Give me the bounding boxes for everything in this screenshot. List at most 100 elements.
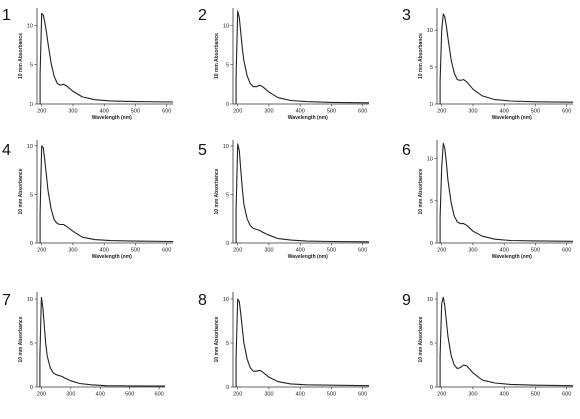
y-tick-label: 10 xyxy=(223,297,229,303)
panel-number: 1 xyxy=(2,7,11,24)
y-tick-label: 0 xyxy=(30,102,33,108)
x-tick-label: 500 xyxy=(327,248,336,254)
x-tick-label: 400 xyxy=(296,109,305,115)
x-tick-label: 300 xyxy=(264,109,273,115)
y-tick-label: 5 xyxy=(226,192,229,198)
y-tick-label: 5 xyxy=(430,199,433,205)
x-tick-label: 600 xyxy=(562,109,571,115)
x-tick-label: 400 xyxy=(500,248,509,254)
x-tick-label: 600 xyxy=(562,248,571,254)
y-axis-title: 10 mm Absorbance xyxy=(214,316,220,362)
x-tick-label: 400 xyxy=(96,392,105,398)
y-axis-title: 10 mm Absorbance xyxy=(418,33,424,79)
x-tick-label: 400 xyxy=(500,392,509,398)
panel-number: 6 xyxy=(402,142,411,159)
y-tick-label: 5 xyxy=(430,341,433,347)
x-tick-label: 600 xyxy=(358,392,367,398)
panel-number: 7 xyxy=(2,292,11,309)
y-tick-label: 0 xyxy=(430,241,433,247)
x-tick-label: 600 xyxy=(155,392,164,398)
absorbance-curve xyxy=(235,298,370,387)
y-tick-label: 10 xyxy=(223,23,229,29)
chart-panel-6: 6 0 5 10 200 300 400 500 600 Wavelength (nm) 10 mm… xyxy=(402,140,574,260)
y-tick-label: 0 xyxy=(30,385,33,391)
x-tick-label: 300 xyxy=(468,109,477,115)
x-tick-label: 600 xyxy=(358,109,367,115)
x-tick-label: 600 xyxy=(162,248,171,254)
y-tick-label: 10 xyxy=(27,144,33,150)
x-tick-label: 300 xyxy=(66,392,75,398)
chart-panel-5: 5 0 5 10 200 300 400 500 600 Wavelength (nm) 10 mm… xyxy=(198,140,370,260)
y-axis-title: 10 mm Absorbance xyxy=(18,168,24,214)
y-tick-label: 5 xyxy=(226,63,229,69)
y-tick-label: 10 xyxy=(223,144,229,150)
y-tick-label: 0 xyxy=(226,385,229,391)
y-tick-label: 10 xyxy=(27,297,33,303)
y-tick-label: 5 xyxy=(30,63,33,69)
absorbance-curve xyxy=(439,13,574,104)
x-tick-label: 500 xyxy=(327,109,336,115)
y-tick-label: 10 xyxy=(427,157,433,163)
x-tick-label: 200 xyxy=(233,392,242,398)
panel-number: 9 xyxy=(402,292,411,309)
x-tick-label: 200 xyxy=(37,248,46,254)
absorbance-curve xyxy=(439,142,574,243)
panel-number: 4 xyxy=(2,142,11,159)
chart-panel-4: 4 0 5 10 200 300 400 500 600 Wavelength (nm) 10 mm… xyxy=(2,140,174,260)
panel-number: 3 xyxy=(402,7,411,24)
chart-panel-7: 7 0 5 10 200 300 400 500 600 10 mm Absorbance xyxy=(2,292,166,398)
chart-panel-2: 2 0 5 10 200 300 400 500 600 Wavelength (nm) 10 mm… xyxy=(198,7,370,121)
y-tick-label: 0 xyxy=(430,102,433,108)
y-tick-label: 5 xyxy=(430,65,433,71)
chart-panel-8: 8 0 5 10 200 300 400 500 600 10 mm Absorbance xyxy=(198,292,370,398)
x-axis-title: Wavelength (nm) xyxy=(288,254,328,260)
x-tick-label: 400 xyxy=(500,109,509,115)
x-tick-label: 200 xyxy=(37,109,46,115)
panel-number: 5 xyxy=(198,142,207,159)
x-tick-label: 500 xyxy=(531,248,540,254)
y-axis-title: 10 mm Absorbance xyxy=(418,316,424,362)
absorbance-curve xyxy=(39,12,174,104)
y-tick-label: 5 xyxy=(30,192,33,198)
x-tick-label: 400 xyxy=(100,109,109,115)
x-tick-label: 200 xyxy=(437,248,446,254)
x-tick-label: 500 xyxy=(531,109,540,115)
x-tick-label: 300 xyxy=(68,109,77,115)
x-axis-title: Wavelength (nm) xyxy=(92,254,132,260)
x-tick-label: 500 xyxy=(131,248,140,254)
x-tick-label: 200 xyxy=(437,392,446,398)
y-tick-label: 10 xyxy=(27,23,33,29)
y-tick-label: 5 xyxy=(226,341,229,347)
x-tick-label: 300 xyxy=(264,392,273,398)
x-tick-label: 400 xyxy=(296,392,305,398)
x-tick-label: 300 xyxy=(468,248,477,254)
x-tick-label: 400 xyxy=(100,248,109,254)
x-tick-label: 200 xyxy=(37,392,46,398)
x-tick-label: 200 xyxy=(437,109,446,115)
x-tick-label: 200 xyxy=(233,248,242,254)
y-axis-title: 10 mm Absorbance xyxy=(18,33,24,79)
x-tick-label: 400 xyxy=(296,248,305,254)
x-axis-title: Wavelength (nm) xyxy=(492,115,532,121)
x-tick-label: 300 xyxy=(468,392,477,398)
y-tick-label: 5 xyxy=(30,341,33,347)
y-tick-label: 10 xyxy=(427,28,433,34)
x-axis-title: Wavelength (nm) xyxy=(492,254,532,260)
x-tick-label: 600 xyxy=(562,392,571,398)
panel-number: 2 xyxy=(198,7,207,24)
absorbance-curve xyxy=(235,10,370,104)
absorbance-curve xyxy=(235,143,370,243)
y-tick-label: 0 xyxy=(430,385,433,391)
y-tick-label: 0 xyxy=(30,241,33,247)
y-axis-title: 10 mm Absorbance xyxy=(214,33,220,79)
x-tick-label: 500 xyxy=(531,392,540,398)
panel-number: 8 xyxy=(198,292,207,309)
absorbance-curve xyxy=(39,296,166,387)
x-tick-label: 500 xyxy=(327,392,336,398)
y-tick-label: 10 xyxy=(427,297,433,303)
chart-panel-3: 3 0 5 10 200 300 400 500 600 Wavelength (nm) 10 mm… xyxy=(402,7,574,121)
absorbance-curve xyxy=(439,296,574,387)
x-tick-label: 300 xyxy=(68,248,77,254)
absorbance-curve xyxy=(39,145,174,243)
